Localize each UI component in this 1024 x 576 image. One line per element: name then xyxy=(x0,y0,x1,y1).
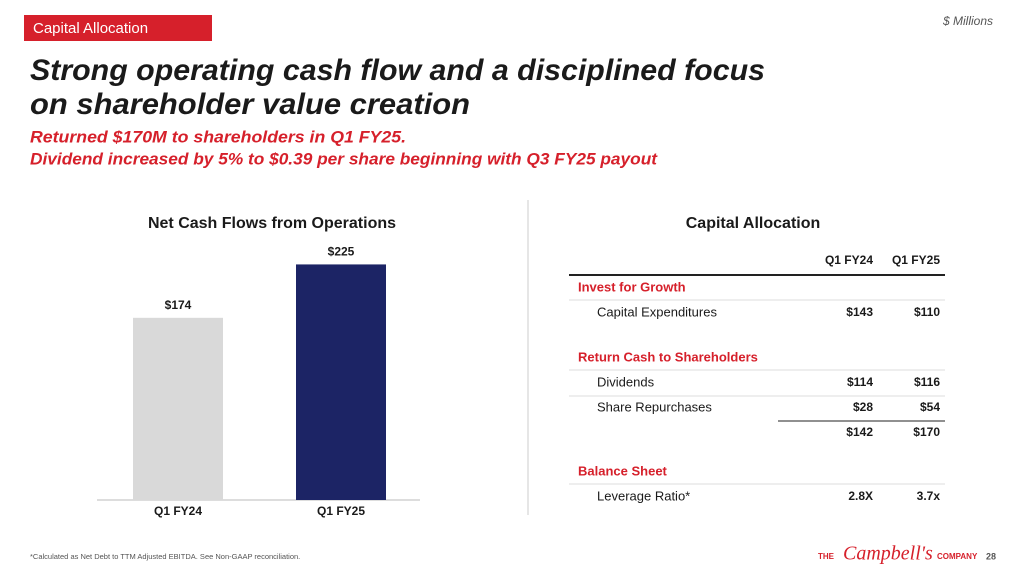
logo-the: THE xyxy=(818,552,835,561)
row-label: Leverage Ratio* xyxy=(597,488,690,503)
table-title: Capital Allocation xyxy=(686,215,821,232)
row-label: Dividends xyxy=(597,374,655,389)
footnote: *Calculated as Net Debt to TTM Adjusted … xyxy=(30,552,300,561)
page-number: 28 xyxy=(986,551,996,561)
cell: $110 xyxy=(914,305,940,319)
category-label: Q1 FY24 xyxy=(154,504,202,518)
cell: 3.7x xyxy=(917,489,941,503)
logo-company: COMPANY xyxy=(937,552,978,561)
section-heading: Invest for Growth xyxy=(578,279,686,294)
category-label: Q1 FY25 xyxy=(317,504,365,518)
row-label: Share Repurchases xyxy=(597,399,712,414)
bar xyxy=(296,264,386,500)
units: $ Millions xyxy=(942,14,993,28)
total: $170 xyxy=(913,425,940,439)
title: Strong operating cash flow and a discipl… xyxy=(30,54,765,87)
cell: $114 xyxy=(847,375,873,389)
cell: $143 xyxy=(846,305,873,319)
value-label: $225 xyxy=(328,245,355,259)
section-heading: Balance Sheet xyxy=(578,463,668,478)
cell: $116 xyxy=(914,375,940,389)
title: on shareholder value creation xyxy=(30,88,470,121)
subtitle: Returned $170M to shareholders in Q1 FY2… xyxy=(30,127,406,146)
cell: 2.8X xyxy=(848,489,873,503)
bar xyxy=(133,317,223,500)
cell: $28 xyxy=(853,400,873,414)
row-label: Capital Expenditures xyxy=(597,304,717,319)
section-heading: Return Cash to Shareholders xyxy=(578,349,758,364)
total: $142 xyxy=(846,425,873,439)
column-header: Q1 FY25 xyxy=(892,253,940,267)
value-label: $174 xyxy=(165,298,192,312)
tag-box xyxy=(24,15,212,41)
column-header: Q1 FY24 xyxy=(825,253,873,267)
logo: Campbell's xyxy=(843,543,933,565)
cell: $54 xyxy=(920,400,940,414)
subtitle: Dividend increased by 5% to $0.39 per sh… xyxy=(30,149,658,168)
tag: Capital Allocation xyxy=(33,20,148,37)
chart-title: Net Cash Flows from Operations xyxy=(148,215,396,232)
